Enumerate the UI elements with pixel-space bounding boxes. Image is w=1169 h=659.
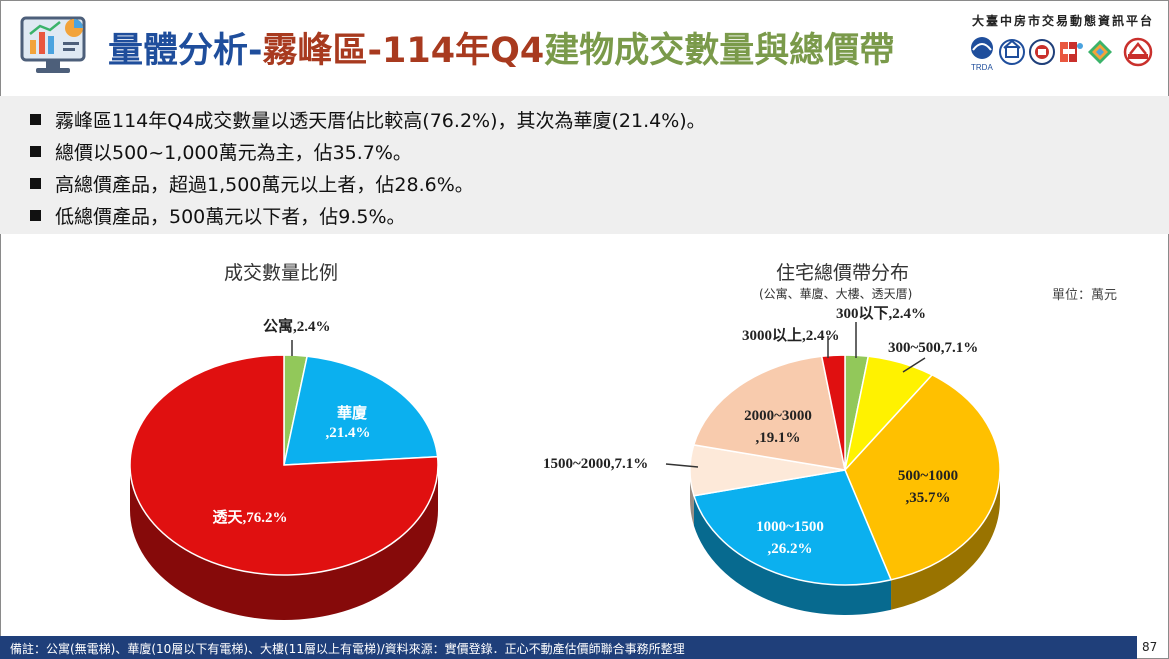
bullet-text: 高總價產品，超過1,500萬元以上者，佔28.6%。: [55, 174, 474, 196]
platform-name: 大臺中房市交易動態資訊平台: [972, 14, 1155, 28]
bullet-text: 低總價產品，500萬元以下者，佔9.5%。: [55, 206, 406, 228]
right-pie-chart: [689, 354, 1001, 615]
title-subject: 建物成交數量與總價帶: [544, 31, 895, 71]
slice-label-apartment: 公寓,2.4%: [263, 317, 331, 335]
slice-label-500-1000-line2: ,35.7%: [906, 490, 951, 506]
slice-label-under300: 300以下,2.4%: [836, 305, 926, 322]
left-pie-slice-side: [130, 465, 438, 620]
pie-charts: 公寓,2.4% 華廈 ,21.4% 透天,76.2% 300以下,2.4% 30…: [129, 305, 1001, 620]
bullet-item: 總價以500~1,000萬元為主，佔35.7%。: [30, 138, 412, 165]
taichung-logo-icon: [1060, 42, 1083, 62]
footer-note: 備註：公寓(無電梯)、華廈(10層以下有電梯)、大樓(11層以上有電梯)/資料來…: [10, 642, 685, 656]
trda-logo-icon: TRDA: [971, 37, 993, 72]
bullet-square-icon: [30, 114, 41, 125]
right-pie-slice-500~1000: [844, 373, 1001, 581]
bullet-item: 霧峰區114年Q4成交數量以透天厝佔比較高(76.2%)，其次為華廈(21.4%…: [30, 106, 706, 133]
right-pie-slice-side: [891, 470, 1000, 610]
title-topic: 量體分析-: [108, 31, 263, 71]
left-pie-slice-華廈: [283, 355, 439, 466]
trda-logo-text: TRDA: [971, 63, 993, 72]
slice-label-2000-3000-line2: ,19.1%: [756, 430, 801, 446]
bullet-item: 低總價產品，500萬元以下者，佔9.5%。: [30, 202, 406, 229]
left-chart-title: 成交數量比例: [224, 262, 339, 284]
left-pie-slice-透天: [129, 354, 439, 576]
leader-line: [902, 357, 926, 373]
unit-label: 單位：萬元: [1052, 288, 1118, 303]
partner-logos: TRDA: [971, 37, 1153, 72]
slice-label-500-1000-line1: 500~1000: [898, 468, 958, 484]
diamond-logo-icon: [1088, 40, 1112, 64]
bullet-item: 高總價產品，超過1,500萬元以上者，佔28.6%。: [30, 170, 474, 197]
title-district: 霧峰區-114年Q4: [262, 31, 545, 71]
right-chart-subtitle: (公寓、華廈、大樓、透天厝): [759, 287, 913, 301]
bullet-square-icon: [30, 178, 41, 189]
bullet-text: 霧峰區114年Q4成交數量以透天厝佔比較高(76.2%)，其次為華廈(21.4%…: [55, 110, 706, 132]
ctreaa-logo-icon: [1123, 37, 1153, 67]
bullet-square-icon: [30, 210, 41, 221]
bullet-text: 總價以500~1,000萬元為主，佔35.7%。: [55, 142, 412, 164]
right-pie-slice-3000以上: [820, 354, 846, 471]
slice-label-2000-3000-line1: 2000~3000: [744, 408, 812, 424]
slide-header: 量體分析-霧峰區-114年Q4建物成交數量與總價帶 大臺中房市交易動態資訊平台 …: [0, 0, 1169, 92]
right-pie-slice-1000~1500: [692, 469, 893, 586]
slice-label-300-500: 300~500,7.1%: [888, 340, 978, 356]
building-seal-icon: [999, 39, 1025, 65]
slice-label-townhouse: 透天,76.2%: [212, 509, 287, 526]
summary-bullets: 霧峰區114年Q4成交數量以透天厝佔比較高(76.2%)，其次為華廈(21.4%…: [0, 96, 1169, 234]
page-title: 量體分析-霧峰區-114年Q4建物成交數量與總價帶: [108, 22, 894, 73]
slice-label-1500-2000: 1500~2000,7.1%: [543, 456, 648, 472]
footer-bar: [0, 636, 1137, 659]
right-pie-slice-2000~3000: [692, 355, 846, 471]
page-number: 87: [1142, 640, 1158, 654]
association-seal-icon: [1029, 39, 1055, 65]
slice-label-condo-line1: 華廈: [337, 404, 367, 422]
bullet-square-icon: [30, 146, 41, 157]
leader-line: [665, 463, 699, 468]
analytics-monitor-icon: [20, 16, 86, 73]
slice-label-over3000: 3000以上,2.4%: [742, 327, 840, 344]
right-chart-title: 住宅總價帶分布: [776, 262, 910, 284]
left-pie-chart: [129, 354, 439, 620]
slice-label-1000-1500-line2: ,26.2%: [768, 541, 813, 557]
slice-label-1000-1500-line1: 1000~1500: [756, 519, 824, 535]
slice-label-condo-line2: ,21.4%: [326, 425, 371, 441]
